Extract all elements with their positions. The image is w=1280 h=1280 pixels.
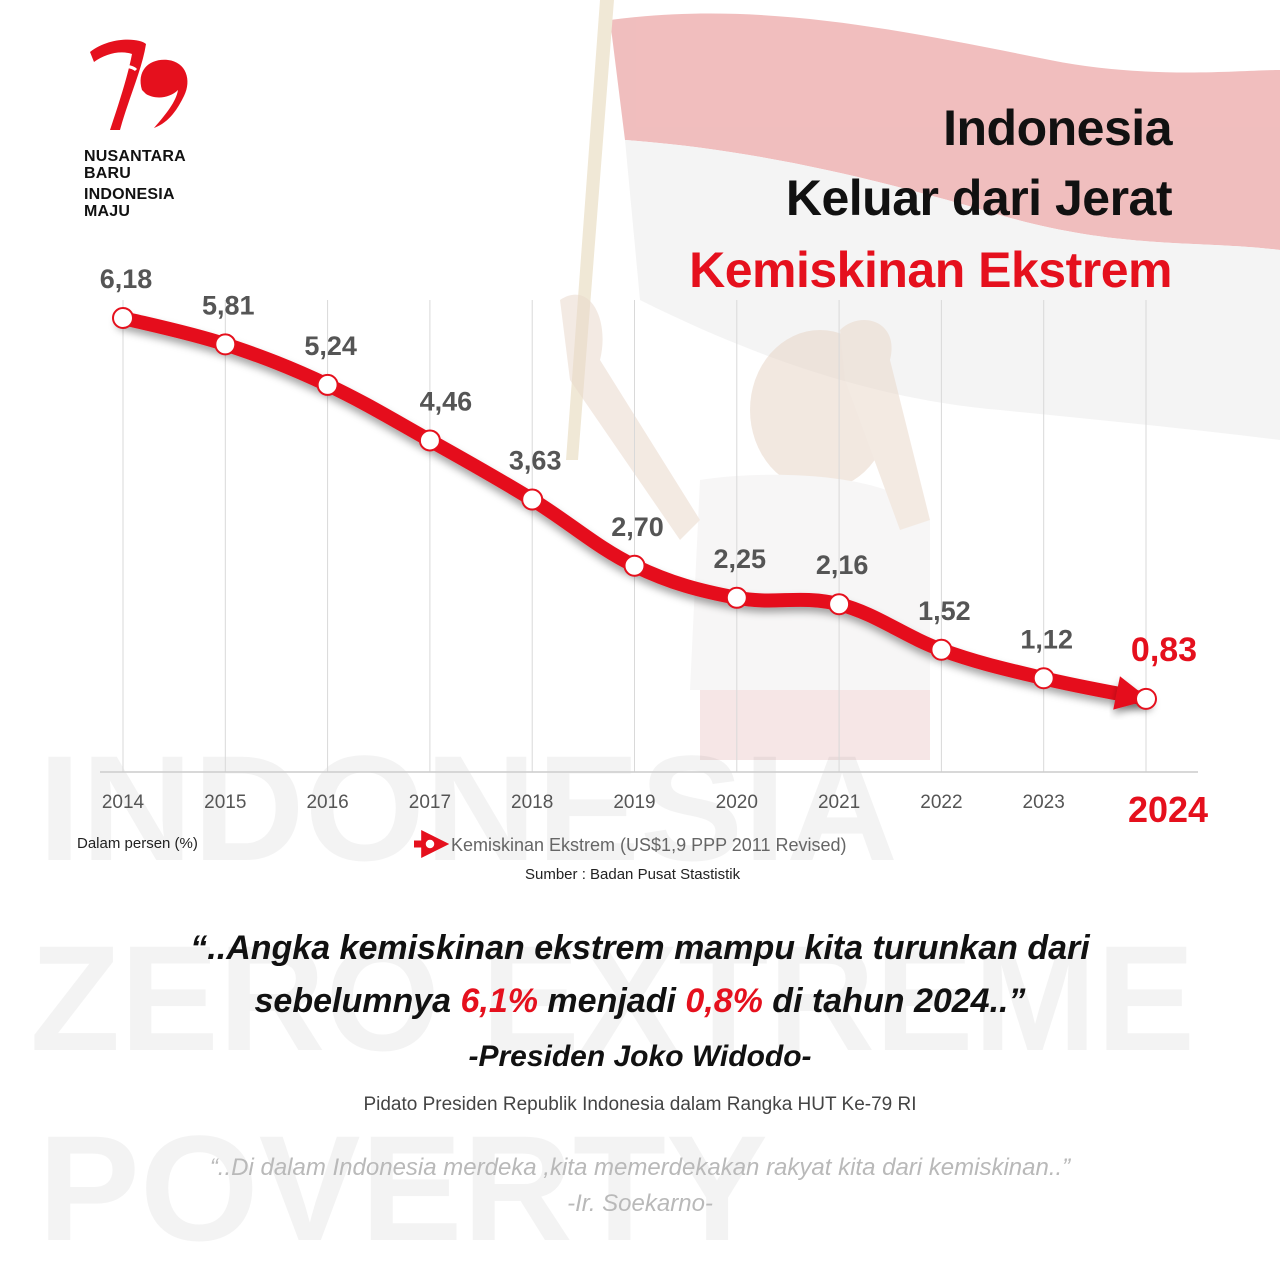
value-label-2023: 1,12 [1020, 624, 1073, 654]
child-silhouette [560, 294, 930, 760]
x-tick-2015: 2015 [204, 792, 246, 813]
value-label-2015: 5,81 [202, 290, 255, 320]
x-tick-2017: 2017 [409, 792, 451, 813]
point-2019 [623, 554, 646, 577]
watermark-line-3: POVERTY [38, 1104, 768, 1272]
point-2024 [1135, 687, 1157, 710]
point-2020 [725, 586, 748, 609]
x-tick-2022: 2022 [920, 792, 962, 813]
value-label-2024: 0,83 [1131, 631, 1197, 669]
speech-context: Pidato Presiden Republik Indonesia dalam… [363, 1094, 917, 1115]
watermark-line-1: INDONESIA [38, 724, 898, 892]
value-labels: 6,18 5,81 5,24 4,46 3,63 2,70 2,25 2,16 1,52 1,12… [100, 264, 1197, 669]
quote-line-2: sebelumnya 6,1% menjadi 0,8% di tahun 20… [0, 974, 1280, 1028]
points [112, 306, 1157, 710]
legend-marker-icon [424, 838, 436, 850]
legend-label: Kemiskinan Ekstrem (US$1,9 PPP 2011 Revi… [451, 835, 847, 855]
value-label-2021: 2,16 [816, 550, 869, 580]
quote-value-2014: 6,1% [460, 982, 538, 1020]
grid [122, 300, 1147, 772]
logo-line-4: MAJU [84, 203, 131, 220]
unit-note: Dalam persen (%) [77, 835, 198, 852]
x-tick-2018: 2018 [511, 792, 553, 813]
hut-79-logo [90, 39, 188, 130]
quote-author: -Presiden Joko Widodo- [468, 1040, 812, 1073]
point-2021 [828, 593, 851, 616]
quote-text-a: sebelumnya [254, 982, 461, 1020]
point-2022 [930, 638, 953, 661]
watermark-line-2: ZERO EXTREME [30, 914, 1195, 1082]
x-ticks: 2014 2015 2016 2017 2018 2019 2020 2021 2022 2023… [102, 789, 1208, 830]
value-label-2014: 6,18 [100, 264, 153, 294]
point-2017 [418, 429, 441, 452]
headline-line-3: Kemiskinan Ekstrem [689, 242, 1172, 298]
point-2018 [521, 488, 544, 511]
legend: Kemiskinan Ekstrem (US$1,9 PPP 2011 Revi… [414, 830, 847, 858]
logo-line-2: BARU [84, 165, 132, 182]
x-tick-2016: 2016 [306, 792, 348, 813]
x-tick-2019: 2019 [613, 792, 655, 813]
quote-text-b: menjadi [537, 982, 686, 1020]
soekarno-quote: “..Di dalam Indonesia merdeka ,kita meme… [209, 1154, 1071, 1181]
poverty-line-chart: 6,18 5,81 5,24 4,46 3,63 2,70 2,25 2,16 1,52 1,12… [100, 264, 1208, 858]
watermark: INDONESIA ZERO EXTREME POVERTY [30, 724, 1195, 1272]
quote-text-c: di tahun 2024..” [762, 982, 1026, 1020]
x-tick-2021: 2021 [818, 792, 860, 813]
headline-line-1: Indonesia [943, 100, 1172, 156]
source-note: Sumber : Badan Pusat Stastistik [525, 866, 741, 883]
point-2014 [112, 306, 134, 329]
point-2016 [316, 373, 339, 396]
value-label-2016: 5,24 [304, 331, 357, 361]
value-label-2018: 3,63 [509, 446, 562, 476]
quote-line-1: “..Angka kemiskinan ekstrem mampu kita t… [190, 929, 1090, 967]
x-tick-2014: 2014 [102, 792, 145, 813]
logo-line-3: INDONESIA [84, 186, 175, 203]
quote-value-2024: 0,8% [685, 982, 763, 1020]
point-2015 [214, 333, 237, 356]
x-tick-2020: 2020 [716, 792, 758, 813]
value-label-2020: 2,25 [714, 544, 767, 574]
soekarno-author: -Ir. Soekarno- [567, 1190, 713, 1217]
value-label-2019: 2,70 [611, 512, 664, 542]
x-tick-2024: 2024 [1128, 789, 1208, 830]
x-tick-2023: 2023 [1023, 792, 1065, 813]
value-label-2022: 1,52 [918, 596, 971, 626]
point-2023 [1032, 667, 1055, 690]
logo-line-1: NUSANTARA [84, 148, 186, 165]
value-label-2017: 4,46 [420, 386, 473, 416]
headline-line-2: Keluar dari Jerat [785, 170, 1173, 226]
